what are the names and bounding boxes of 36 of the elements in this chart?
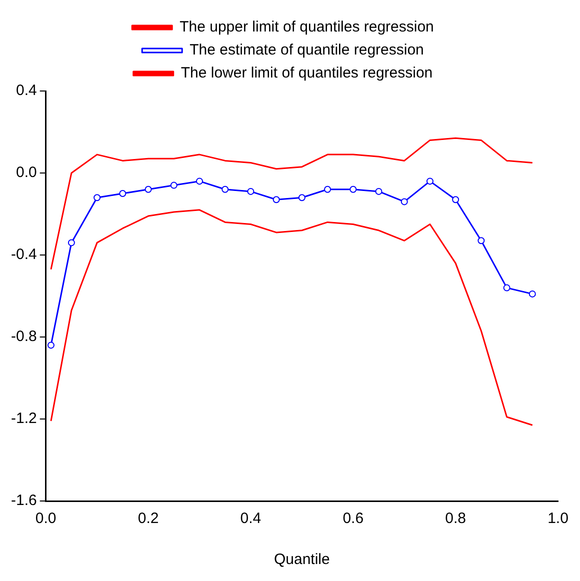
point — [47, 342, 54, 349]
legend-label: The estimate of quantile regression — [190, 42, 424, 59]
point — [247, 188, 254, 195]
x-tick-label: 1.0 — [548, 510, 568, 528]
legend-label: The upper limit of quantiles regression — [180, 18, 434, 36]
point — [298, 194, 306, 202]
point — [324, 186, 332, 193]
point — [528, 290, 536, 298]
point — [350, 186, 357, 193]
point — [196, 178, 203, 185]
y-tick-label: 0.4 — [16, 82, 37, 100]
y-tick-label: -0.8 — [10, 328, 37, 346]
y-tick-label: -1.6 — [10, 492, 37, 510]
x-tick-label: 0.4 — [240, 510, 262, 528]
point — [144, 186, 152, 193]
point — [272, 196, 280, 204]
x-axis-title: Quantile — [274, 551, 330, 568]
point — [222, 186, 229, 193]
point — [94, 194, 101, 202]
point — [452, 196, 460, 204]
x-tick-label: 0.0 — [35, 510, 56, 528]
x-tick-label: 0.2 — [138, 510, 159, 528]
point — [426, 178, 434, 185]
x-tick-label: 0.8 — [445, 510, 466, 528]
point — [170, 182, 178, 189]
y-tick-label: -1.2 — [10, 410, 37, 428]
y-tick-label: 0.0 — [16, 164, 37, 182]
x-tick-label: 0.6 — [342, 510, 364, 528]
point — [375, 188, 382, 195]
point — [478, 237, 485, 244]
y-tick-label: -0.4 — [10, 246, 37, 264]
point — [503, 284, 510, 292]
point — [68, 239, 75, 246]
point — [119, 190, 126, 197]
point — [400, 198, 408, 206]
legend-label: The lower limit of quantiles regression — [180, 64, 433, 82]
